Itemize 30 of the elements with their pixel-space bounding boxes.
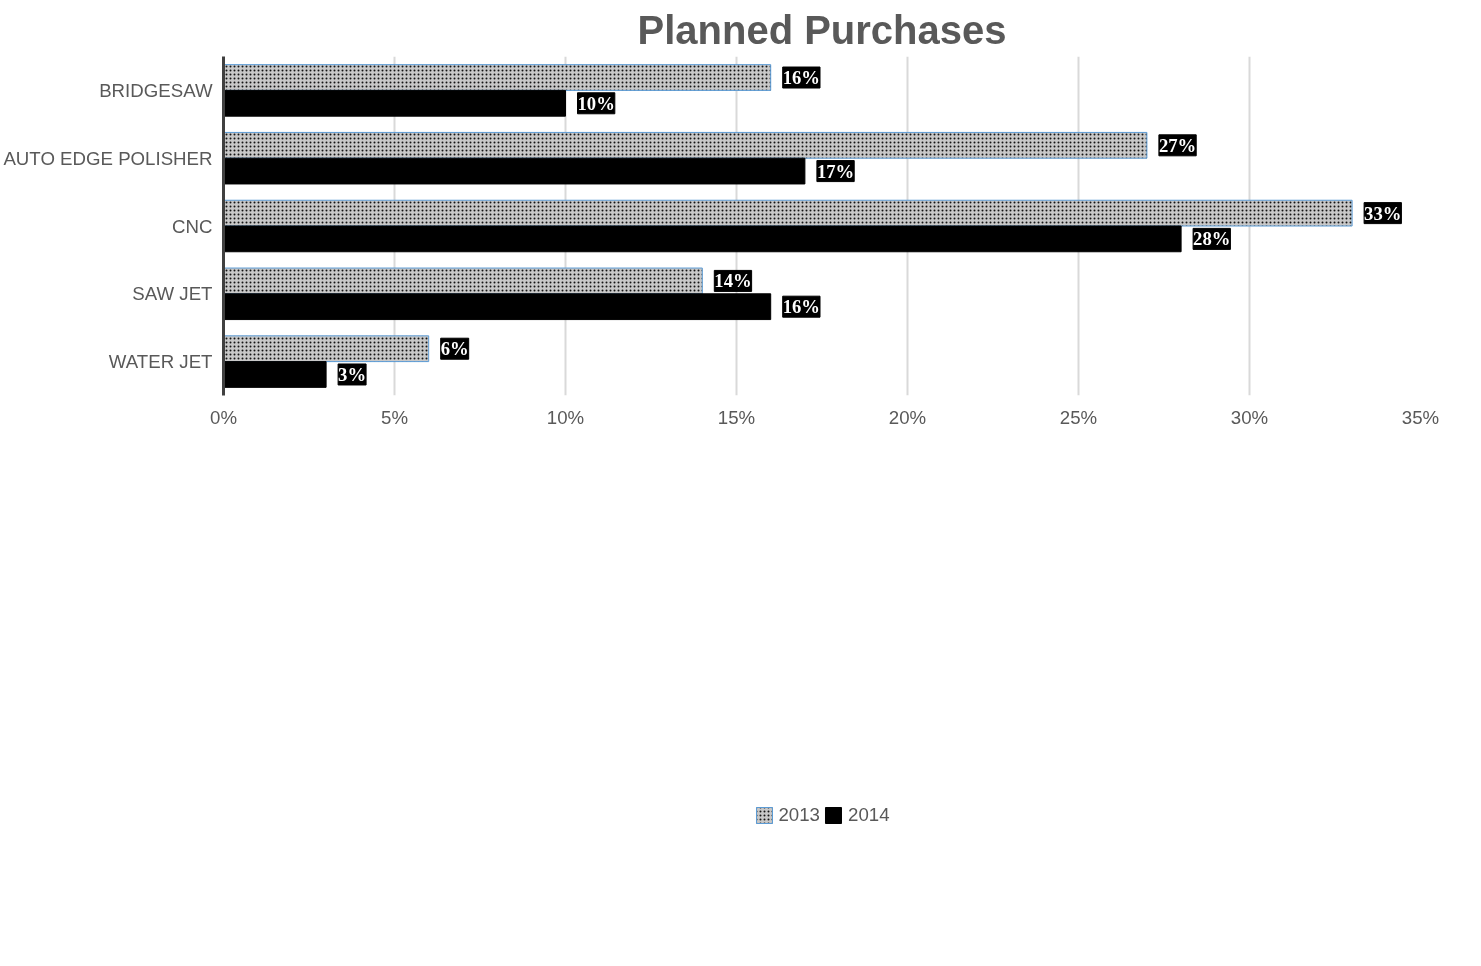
- data-label: 16%: [782, 296, 821, 318]
- x-tick-label: 5%: [381, 406, 408, 428]
- y-tick-label: AUTO EDGE POLISHER: [3, 147, 213, 169]
- y-tick-label: WATER JET: [108, 351, 213, 373]
- legend-label: 2014: [848, 803, 890, 826]
- y-tick-label: BRIDGESAW: [99, 79, 213, 101]
- x-tick-label: 20%: [888, 406, 927, 428]
- data-label: 6%: [440, 338, 469, 360]
- data-label: 3%: [338, 363, 367, 385]
- data-label: 28%: [1193, 228, 1231, 250]
- data-label: 17%: [816, 160, 855, 182]
- x-tick-label: 15%: [717, 406, 756, 428]
- y-tick-label: CNC: [172, 215, 213, 237]
- x-tick-label: 35%: [1401, 406, 1440, 428]
- bar: [223, 361, 327, 388]
- data-label: 33%: [1364, 202, 1402, 224]
- chart-title: Planned Purchases: [637, 7, 1007, 52]
- bar: [223, 89, 566, 117]
- bar: [223, 225, 1182, 253]
- bar: [223, 157, 806, 185]
- x-tick-label: 30%: [1230, 406, 1269, 428]
- x-tick-label: 0%: [210, 406, 237, 428]
- legend-label: 2013: [778, 803, 820, 826]
- data-label: 10%: [577, 92, 615, 114]
- x-tick-label: 25%: [1059, 406, 1098, 428]
- y-tick-label: SAW JET: [132, 283, 213, 305]
- data-label: 14%: [714, 270, 752, 292]
- data-label: 27%: [1158, 134, 1197, 156]
- x-tick-label: 10%: [546, 406, 585, 428]
- data-label: 16%: [782, 67, 821, 89]
